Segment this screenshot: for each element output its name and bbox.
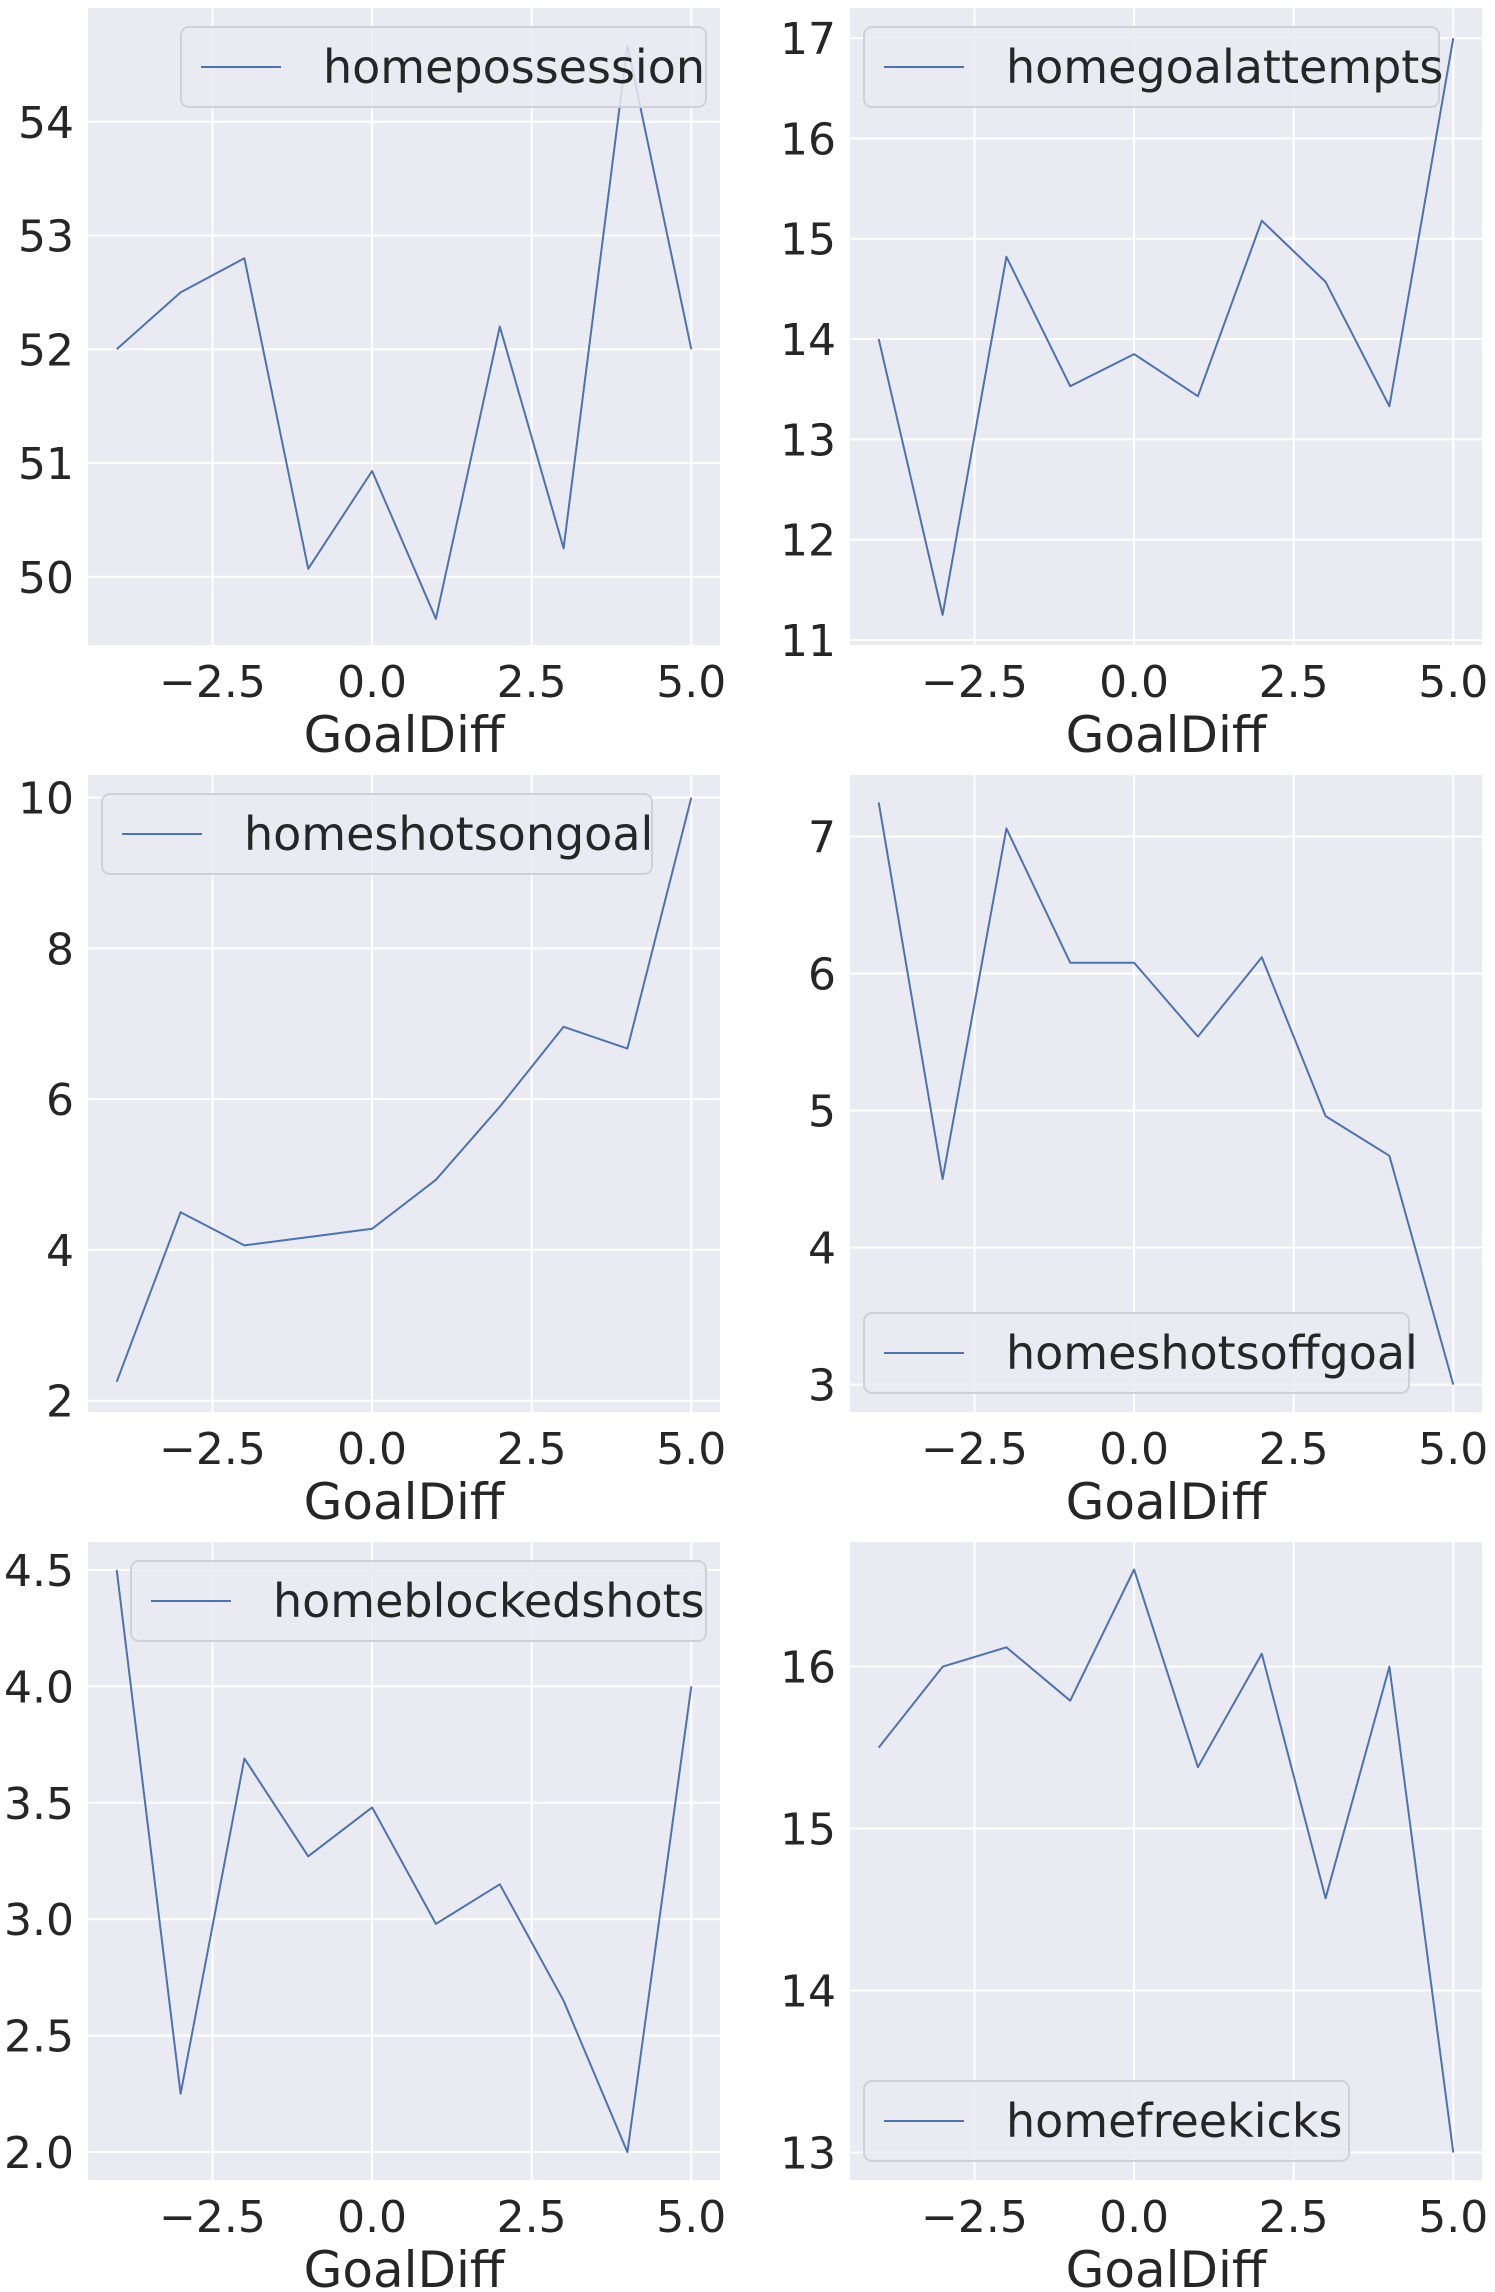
x-tick-label: −2.5 bbox=[921, 657, 1028, 708]
x-tick-label: 2.5 bbox=[1259, 2192, 1329, 2243]
x-tick-label: 5.0 bbox=[656, 657, 726, 708]
legend: homeblockedshots bbox=[130, 1560, 707, 1642]
legend: homegoalattempts bbox=[863, 26, 1443, 108]
y-tick-label: 3 bbox=[808, 1361, 836, 1412]
y-tick-label: 16 bbox=[780, 1643, 836, 1694]
series-line bbox=[115, 1569, 693, 2154]
x-tick-label: 0.0 bbox=[337, 1424, 407, 1475]
x-tick-label: 2.5 bbox=[1259, 657, 1329, 708]
legend-label: homeshotsoffgoal bbox=[1006, 1326, 1418, 1380]
x-tick-label: −2.5 bbox=[159, 1424, 266, 1475]
legend-box bbox=[863, 26, 1440, 108]
legend: homeshotsoffgoal bbox=[863, 1312, 1418, 1394]
y-tick-label: 4.5 bbox=[4, 1546, 74, 1597]
plot-background bbox=[88, 1542, 720, 2180]
series-line bbox=[877, 37, 1455, 616]
x-tick-label: 5.0 bbox=[656, 1424, 726, 1475]
x-tick-label: 2.5 bbox=[497, 657, 567, 708]
legend-box bbox=[180, 26, 707, 108]
y-tick-label: 4 bbox=[808, 1224, 836, 1275]
x-tick-label: 0.0 bbox=[1099, 657, 1169, 708]
y-tick-label: 12 bbox=[780, 516, 836, 567]
y-tick-label: 13 bbox=[780, 415, 836, 466]
x-axis-label: GoalDiff bbox=[304, 706, 506, 764]
y-tick-label: 2 bbox=[46, 1377, 74, 1428]
x-tick-label: 0.0 bbox=[1099, 1424, 1169, 1475]
x-tick-label: 0.0 bbox=[1099, 2192, 1169, 2243]
legend-box bbox=[101, 793, 653, 875]
series-line bbox=[877, 1568, 1455, 2153]
legend-label: homepossession bbox=[323, 40, 705, 94]
legend-box bbox=[130, 1560, 707, 1642]
y-tick-label: 54 bbox=[18, 98, 74, 149]
y-tick-label: 4.0 bbox=[4, 1662, 74, 1713]
x-tick-label: 5.0 bbox=[1418, 1424, 1488, 1475]
legend-label: homeshotsongoal bbox=[244, 807, 653, 861]
series-line bbox=[877, 802, 1455, 1385]
y-tick-label: 53 bbox=[18, 212, 74, 263]
subplot-6: −2.5 0.0 2.5 5.0 13 14 15 16 GoalDiff homefreekic… bbox=[780, 1542, 1488, 2292]
legend-label: homeblockedshots bbox=[273, 1574, 705, 1628]
subplot-5: −2.5 0.0 2.5 5.0 2.0 2.5 3.0 3.5 4.0 4.5 GoalDiff h… bbox=[4, 1542, 726, 2292]
subplot-4: −2.5 0.0 2.5 5.0 3 4 5 6 7 GoalDiff homeshotsoffgo… bbox=[808, 775, 1488, 1531]
subplot-2: −2.5 0.0 2.5 5.0 11 12 13 14 15 16 17 GoalDiff homeg… bbox=[780, 8, 1488, 764]
x-tick-label: 5.0 bbox=[656, 2192, 726, 2243]
plot-background bbox=[850, 775, 1482, 1412]
subplot-3: −2.5 0.0 2.5 5.0 2 4 6 8 10 GoalDiff homeshotsongo… bbox=[18, 774, 726, 1531]
plot-background bbox=[88, 8, 720, 645]
y-tick-label: 2.0 bbox=[4, 2128, 74, 2179]
y-tick-label: 16 bbox=[780, 114, 836, 165]
y-tick-label: 11 bbox=[780, 616, 836, 667]
y-tick-label: 3.5 bbox=[4, 1779, 74, 1830]
y-tick-label: 14 bbox=[780, 315, 836, 366]
y-tick-label: 17 bbox=[780, 14, 836, 65]
y-tick-label: 15 bbox=[780, 215, 836, 266]
x-tick-label: −2.5 bbox=[921, 1424, 1028, 1475]
y-tick-label: 4 bbox=[46, 1226, 74, 1277]
legend-box bbox=[863, 1312, 1410, 1394]
y-tick-label: 2.5 bbox=[4, 2012, 74, 2063]
legend-label: homegoalattempts bbox=[1006, 40, 1443, 94]
x-tick-label: 2.5 bbox=[497, 2192, 567, 2243]
y-tick-label: 3.0 bbox=[4, 1895, 74, 1946]
y-tick-label: 5 bbox=[808, 1087, 836, 1138]
plot-background bbox=[88, 775, 720, 1412]
x-tick-label: 0.0 bbox=[337, 657, 407, 708]
y-tick-label: 51 bbox=[18, 439, 74, 490]
y-tick-label: 50 bbox=[18, 553, 74, 604]
subplot-1: −2.5 0.0 2.5 5.0 50 51 52 53 54 GoalDiff homeposse… bbox=[18, 8, 726, 764]
y-tick-label: 13 bbox=[780, 2128, 836, 2179]
y-tick-label: 8 bbox=[46, 924, 74, 975]
y-tick-label: 52 bbox=[18, 325, 74, 376]
y-tick-label: 15 bbox=[780, 1805, 836, 1856]
x-axis-label: GoalDiff bbox=[1066, 706, 1268, 764]
legend: homefreekicks bbox=[863, 2080, 1350, 2162]
plot-background bbox=[850, 1542, 1482, 2180]
x-tick-label: 2.5 bbox=[497, 1424, 567, 1475]
legend-box bbox=[863, 2080, 1350, 2162]
y-tick-label: 14 bbox=[780, 1967, 836, 2018]
x-tick-label: 5.0 bbox=[1418, 657, 1488, 708]
x-tick-label: −2.5 bbox=[159, 2192, 266, 2243]
x-axis-label: GoalDiff bbox=[304, 1473, 506, 1531]
y-tick-label: 7 bbox=[808, 813, 836, 864]
legend: homepossession bbox=[180, 26, 707, 108]
y-tick-label: 6 bbox=[808, 950, 836, 1001]
x-axis-label: GoalDiff bbox=[1066, 2241, 1268, 2292]
x-tick-label: 0.0 bbox=[337, 2192, 407, 2243]
x-tick-label: −2.5 bbox=[921, 2192, 1028, 2243]
y-tick-label: 6 bbox=[46, 1075, 74, 1126]
legend-label: homefreekicks bbox=[1006, 2094, 1342, 2148]
x-axis-label: GoalDiff bbox=[304, 2241, 506, 2292]
x-tick-label: −2.5 bbox=[159, 657, 266, 708]
legend: homeshotsongoal bbox=[101, 793, 653, 875]
series-line bbox=[116, 44, 693, 620]
series-line bbox=[115, 797, 693, 1383]
x-tick-label: 2.5 bbox=[1259, 1424, 1329, 1475]
y-tick-label: 10 bbox=[18, 774, 74, 825]
x-axis-label: GoalDiff bbox=[1066, 1473, 1268, 1531]
x-tick-label: 5.0 bbox=[1418, 2192, 1488, 2243]
